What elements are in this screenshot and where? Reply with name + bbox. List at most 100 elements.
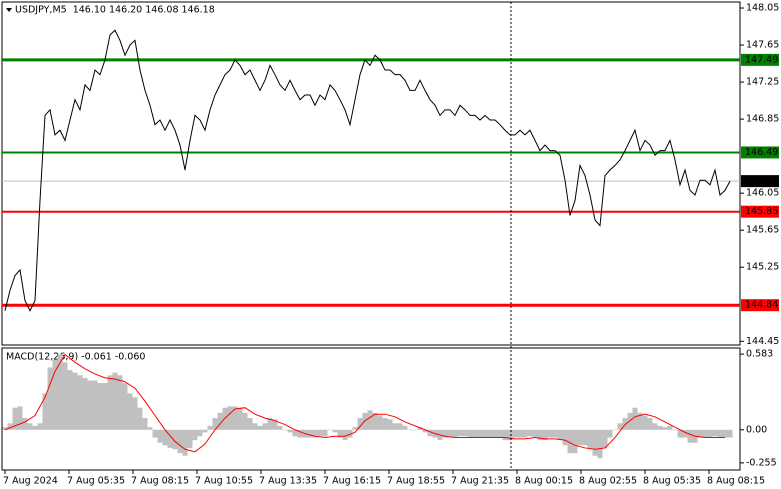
histogram-bar <box>517 429 523 438</box>
histogram-bar <box>482 429 488 438</box>
histogram-bar <box>497 429 503 438</box>
histogram-bar <box>7 423 13 430</box>
histogram-bar <box>392 423 398 430</box>
histogram-bar <box>682 429 688 438</box>
histogram-bar <box>622 418 628 430</box>
menu-triangle <box>6 8 12 12</box>
histogram-bar <box>632 407 638 430</box>
histogram-bar <box>207 425 213 430</box>
histogram-bar <box>252 423 258 430</box>
last-price-box <box>741 175 779 188</box>
histogram-bar <box>647 418 653 430</box>
histogram-bar <box>412 429 418 431</box>
x-tick-label: 8 Aug 00:15 <box>515 476 573 487</box>
histogram-bar <box>227 406 233 430</box>
histogram-bar <box>577 429 583 446</box>
y-tick-label: 0.583 <box>746 349 773 360</box>
histogram-bar <box>447 429 453 438</box>
histogram-bar <box>147 427 153 430</box>
histogram-bar <box>22 418 28 430</box>
histogram-bar <box>597 429 603 459</box>
histogram-bar <box>167 429 173 448</box>
histogram-bar <box>402 425 408 430</box>
series-line <box>4 353 725 453</box>
histogram-bar <box>47 367 53 430</box>
histogram-bar <box>387 419 393 430</box>
histogram-bar <box>492 429 498 438</box>
histogram-bar <box>77 375 83 430</box>
histogram-bar <box>672 429 678 431</box>
histogram-bar <box>17 406 23 430</box>
macd-title: MACD(12,26,9) -0.061 -0.060 <box>6 352 145 363</box>
y-tick-label: 147.25 <box>746 77 779 88</box>
histogram-bar <box>637 412 643 430</box>
histogram-bar <box>57 354 63 430</box>
price-panel-frame <box>1 1 741 346</box>
histogram-bar <box>337 429 343 438</box>
histogram-bar <box>587 429 593 450</box>
histogram-bar <box>42 393 48 430</box>
histogram-bar <box>607 429 613 438</box>
histogram-bar <box>142 418 148 430</box>
histogram-bar <box>677 429 683 438</box>
histogram-bar <box>512 429 518 438</box>
histogram-bar <box>182 429 188 456</box>
histogram-bar <box>62 362 68 430</box>
histogram-bar <box>187 429 193 448</box>
histogram-bar <box>317 429 323 437</box>
histogram-bar <box>592 429 598 456</box>
histogram-bar <box>352 427 358 430</box>
histogram-bar <box>552 429 558 438</box>
histogram-bar <box>122 383 128 430</box>
histogram-bar <box>117 375 123 430</box>
histogram-bar <box>357 418 363 430</box>
y-tick-label: 146.05 <box>746 188 779 199</box>
histogram-bar <box>27 423 33 430</box>
histogram-bar <box>287 429 293 433</box>
histogram-bar <box>452 429 458 438</box>
histogram-bar <box>217 412 223 430</box>
histogram-bar <box>52 359 58 430</box>
histogram-bar <box>327 429 333 431</box>
chart-title: USDJPY,M5 146.10 146.20 146.08 146.18 <box>15 5 215 16</box>
level-label: 146.49 <box>745 147 778 158</box>
y-tick-label: 145.25 <box>746 262 779 273</box>
histogram-bar <box>132 397 138 430</box>
histogram-bar <box>372 412 378 430</box>
histogram-bar <box>582 429 588 446</box>
histogram-bar <box>157 429 163 443</box>
histogram-bar <box>662 427 668 430</box>
last-price-label: 146.18 <box>745 176 778 187</box>
histogram-bar <box>262 423 268 430</box>
y-tick-label: 144.45 <box>746 336 779 347</box>
histogram-bar <box>102 383 108 430</box>
histogram-bar <box>322 429 328 437</box>
level-label-box <box>741 205 779 218</box>
histogram-bar <box>407 429 413 431</box>
histogram-bar <box>377 415 383 430</box>
histogram-bar <box>657 425 663 430</box>
histogram-bar <box>457 429 463 437</box>
histogram-bar <box>232 406 238 430</box>
histogram-bar <box>347 429 353 438</box>
histogram-bar <box>97 383 103 430</box>
y-tick-label: 146.85 <box>746 114 779 125</box>
x-tick-label: 7 Aug 2024 <box>3 476 58 487</box>
level-label-box <box>741 146 779 159</box>
histogram-bar <box>152 429 158 438</box>
histogram-bar <box>297 429 303 438</box>
histogram-bar <box>642 415 648 430</box>
histogram-bar <box>707 429 713 438</box>
x-tick-label: 7 Aug 10:55 <box>195 476 253 487</box>
histogram-bar <box>717 429 723 438</box>
histogram-bar <box>137 407 143 430</box>
histogram-bar <box>197 429 203 437</box>
histogram-bar <box>267 418 273 430</box>
histogram-bar <box>627 412 633 430</box>
histogram-bar <box>342 429 348 441</box>
histogram-bar <box>602 429 608 448</box>
histogram-bar <box>72 372 78 430</box>
histogram-bar <box>162 429 168 446</box>
histogram-bar <box>727 429 733 438</box>
histogram-bar <box>557 429 563 441</box>
